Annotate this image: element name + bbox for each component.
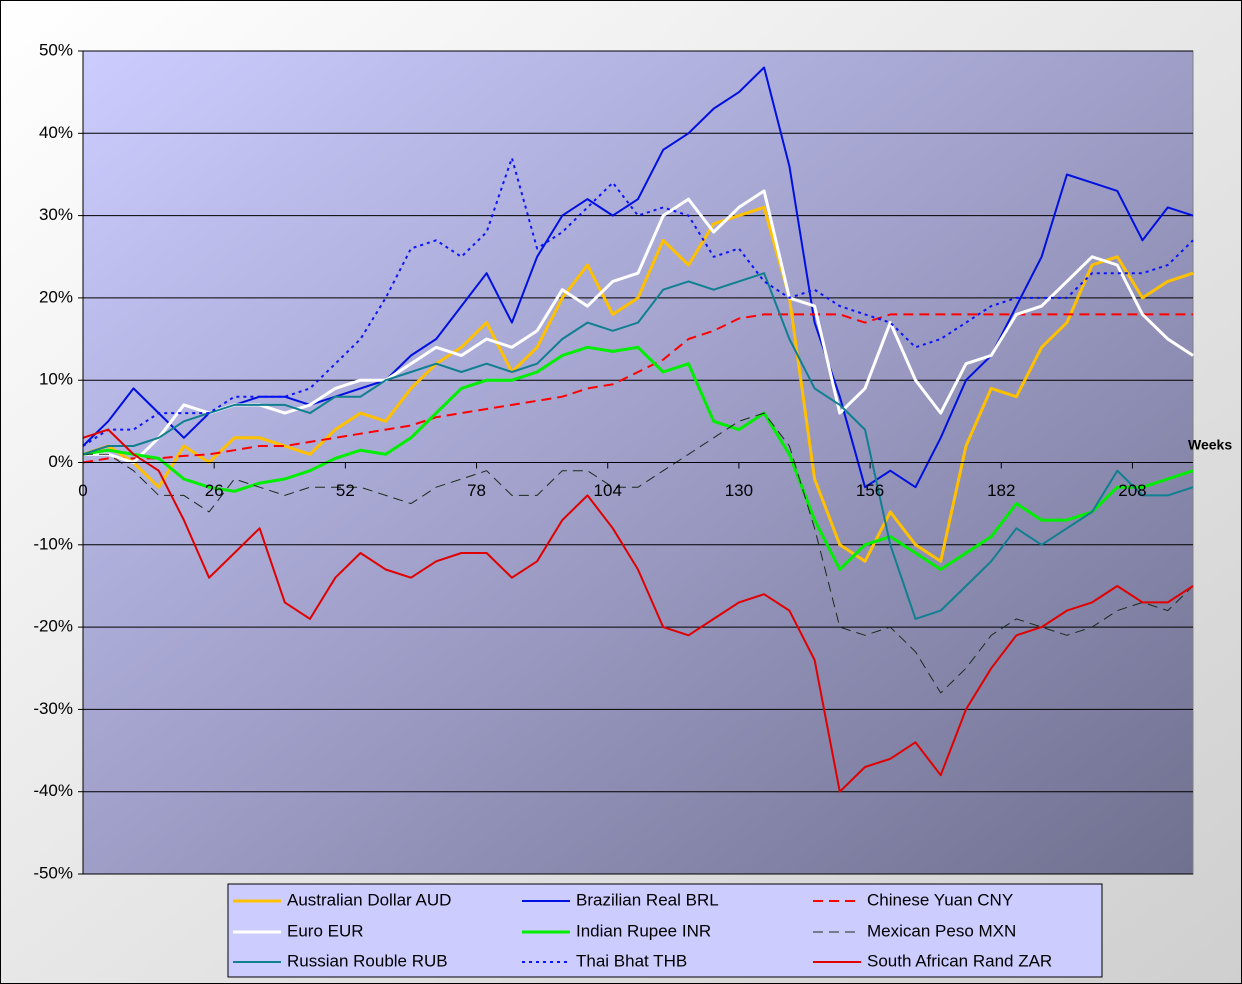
legend-label: Thai Bhat THB <box>576 951 687 970</box>
x-axis-label: Weeks <box>1188 437 1232 453</box>
x-tick-label: 0 <box>78 481 87 500</box>
y-tick-label: -50% <box>33 863 73 882</box>
legend-label: Chinese Yuan CNY <box>867 890 1013 909</box>
y-tick-label: -30% <box>33 699 73 718</box>
x-tick-label: 78 <box>467 481 486 500</box>
legend <box>227 883 1103 978</box>
y-tick-label: 30% <box>39 205 73 224</box>
legend-label: Russian Rouble RUB <box>287 951 448 970</box>
y-tick-label: -40% <box>33 781 73 800</box>
series-line <box>82 428 1194 793</box>
y-tick-label: -20% <box>33 617 73 636</box>
series-line <box>82 66 1194 489</box>
x-tick-label: 26 <box>205 481 224 500</box>
x-tick-label: 104 <box>594 481 622 500</box>
y-tick-label: -10% <box>33 534 73 553</box>
y-tick-label: 50% <box>39 40 73 59</box>
legend-label: South African Rand ZAR <box>867 951 1052 970</box>
series-line <box>82 205 1194 563</box>
x-tick-label: 182 <box>987 481 1015 500</box>
x-tick-label: 52 <box>336 481 355 500</box>
series-line <box>82 313 1193 464</box>
series-line <box>83 412 1194 694</box>
x-tick-label: 130 <box>725 481 753 500</box>
legend-label: Mexican Peso MXN <box>867 921 1016 940</box>
y-tick-label: 20% <box>39 287 73 306</box>
legend-label: Australian Dollar AUD <box>287 890 451 909</box>
legend-label: Brazilian Real BRL <box>576 890 719 909</box>
series-line <box>83 189 1194 464</box>
y-tick-label: 0% <box>48 452 73 471</box>
y-tick-label: 40% <box>39 123 73 142</box>
y-tick-label: 10% <box>39 370 73 389</box>
series-line <box>82 345 1194 571</box>
legend-label: Indian Rupee INR <box>576 921 711 940</box>
series-line <box>82 272 1194 620</box>
legend-label: Euro EUR <box>287 921 364 940</box>
x-tick-label: 156 <box>856 481 884 500</box>
x-tick-label: 208 <box>1118 481 1146 500</box>
